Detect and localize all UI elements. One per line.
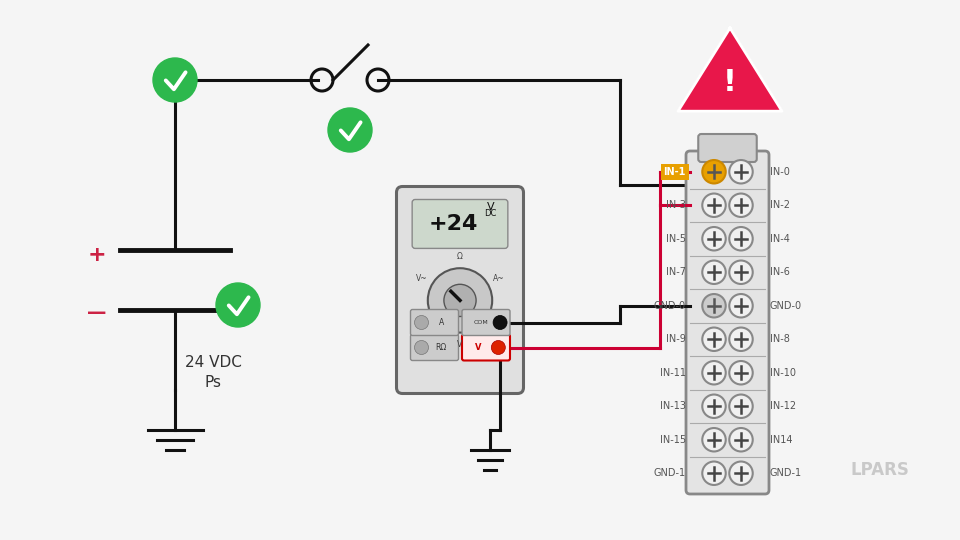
Circle shape [730, 462, 753, 485]
Circle shape [730, 428, 753, 451]
Circle shape [703, 428, 726, 451]
Text: !: ! [723, 68, 737, 97]
Text: IN-2: IN-2 [770, 200, 790, 210]
Text: V: V [475, 343, 481, 352]
Text: GND-0: GND-0 [770, 301, 803, 310]
Text: IN-15: IN-15 [660, 435, 686, 445]
Circle shape [415, 341, 428, 354]
Text: Ω: Ω [457, 252, 463, 261]
FancyBboxPatch shape [462, 334, 510, 361]
Circle shape [730, 160, 753, 184]
Text: IN-6: IN-6 [770, 267, 790, 277]
Text: —: — [87, 302, 107, 321]
Text: IN-5: IN-5 [666, 234, 686, 244]
Text: IN-8: IN-8 [770, 334, 790, 345]
Polygon shape [678, 28, 782, 111]
Text: IN-4: IN-4 [770, 234, 790, 244]
Text: V~: V~ [416, 274, 427, 283]
FancyBboxPatch shape [686, 151, 769, 494]
Circle shape [730, 260, 753, 284]
Text: IN-13: IN-13 [660, 401, 686, 411]
Circle shape [415, 315, 428, 329]
Circle shape [730, 361, 753, 384]
Circle shape [703, 227, 726, 251]
Text: GND-1: GND-1 [654, 468, 686, 478]
Text: IN-11: IN-11 [660, 368, 686, 378]
Text: IN-1: IN-1 [663, 167, 686, 177]
Circle shape [730, 193, 753, 217]
Circle shape [703, 294, 726, 318]
FancyBboxPatch shape [411, 334, 459, 361]
Circle shape [703, 160, 726, 184]
FancyBboxPatch shape [462, 309, 510, 335]
Circle shape [328, 108, 372, 152]
Text: RΩ: RΩ [436, 343, 446, 352]
Circle shape [216, 283, 260, 327]
FancyBboxPatch shape [411, 309, 459, 335]
Circle shape [703, 361, 726, 384]
Text: —: — [418, 318, 425, 327]
Text: +24: +24 [428, 214, 477, 234]
Circle shape [703, 328, 726, 351]
Circle shape [703, 193, 726, 217]
Text: IN-0: IN-0 [770, 167, 790, 177]
Text: A~: A~ [492, 274, 504, 283]
Circle shape [730, 294, 753, 318]
Circle shape [428, 268, 492, 333]
Text: V: V [457, 340, 463, 349]
Text: GND-1: GND-1 [770, 468, 803, 478]
Circle shape [703, 395, 726, 418]
Text: V: V [487, 201, 494, 212]
Circle shape [730, 395, 753, 418]
Text: 24 VDC
Ps: 24 VDC Ps [184, 355, 241, 390]
Text: COM: COM [473, 320, 488, 325]
Text: IN-12: IN-12 [770, 401, 796, 411]
Text: IN14: IN14 [770, 435, 793, 445]
Text: GND-0: GND-0 [654, 301, 686, 310]
FancyBboxPatch shape [396, 186, 523, 394]
Circle shape [493, 315, 507, 329]
Text: LPARS: LPARS [851, 461, 909, 479]
Text: A: A [439, 318, 444, 327]
Text: IN-7: IN-7 [666, 267, 686, 277]
Circle shape [730, 328, 753, 351]
Text: IN-9: IN-9 [666, 334, 686, 345]
Text: IN-10: IN-10 [770, 368, 796, 378]
Circle shape [444, 284, 476, 316]
Circle shape [492, 341, 505, 354]
Circle shape [730, 227, 753, 251]
Circle shape [703, 462, 726, 485]
Text: +: + [87, 245, 107, 265]
Text: A: A [495, 318, 501, 327]
FancyBboxPatch shape [412, 199, 508, 248]
Text: IN-3: IN-3 [666, 200, 686, 210]
Circle shape [703, 260, 726, 284]
Text: DC: DC [484, 209, 496, 218]
FancyBboxPatch shape [698, 134, 756, 162]
Circle shape [153, 58, 197, 102]
